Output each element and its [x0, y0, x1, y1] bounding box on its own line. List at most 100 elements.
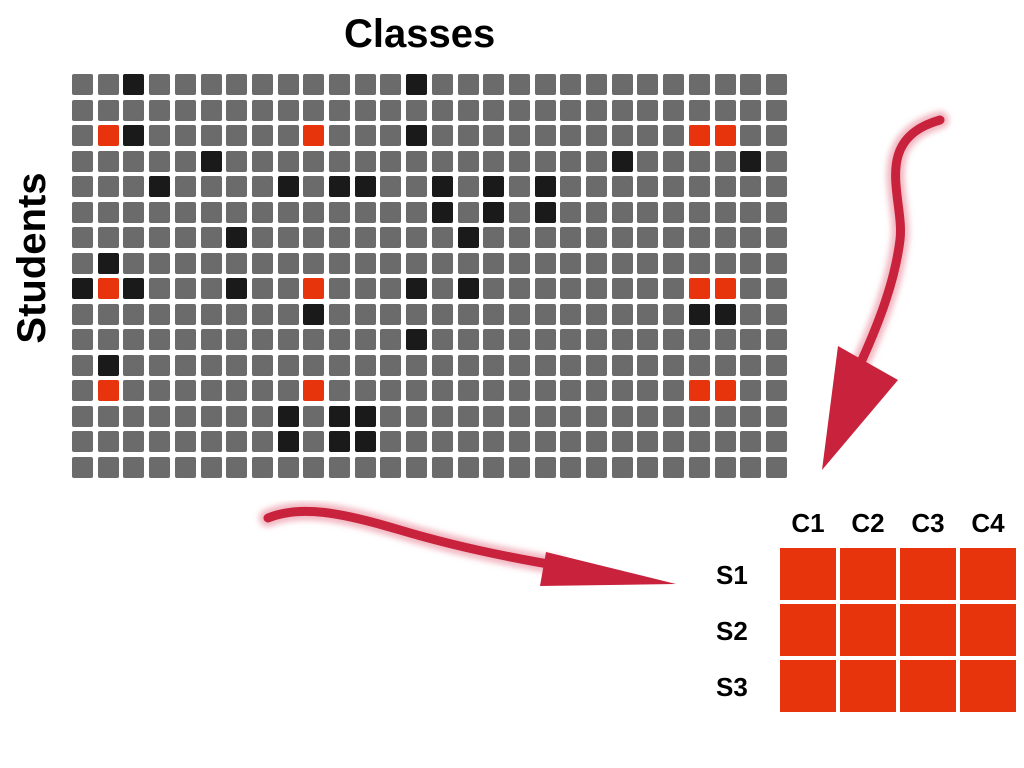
grid-cell-empty [689, 457, 710, 478]
grid-cell-empty [715, 74, 736, 95]
grid-cell-empty [303, 431, 324, 452]
grid-cell-empty [740, 253, 761, 274]
grid-cell-empty [715, 100, 736, 121]
grid-cell-black [406, 278, 427, 299]
grid-cell-empty [458, 457, 479, 478]
grid-cell-empty [637, 329, 658, 350]
grid-cell-empty [123, 151, 144, 172]
grid-cell-empty [149, 329, 170, 350]
grid-cell-empty [303, 176, 324, 197]
grid-cell-empty [98, 74, 119, 95]
grid-cell-empty [278, 227, 299, 248]
grid-cell-empty [663, 176, 684, 197]
grid-cell-empty [406, 100, 427, 121]
grid-cell-empty [175, 406, 196, 427]
grid-cell-empty [612, 227, 633, 248]
grid-cell-empty [98, 304, 119, 325]
matrix-column-label: C3 [911, 508, 945, 538]
grid-cell-red [715, 278, 736, 299]
grid-cell-empty [766, 329, 787, 350]
grid-cell-empty [766, 431, 787, 452]
matrix-row-label: S2 [716, 616, 748, 646]
grid-cell-empty [123, 355, 144, 376]
grid-cell-empty [303, 253, 324, 274]
grid-cell-empty [123, 176, 144, 197]
grid-cell-empty [201, 457, 222, 478]
grid-cell-empty [586, 431, 607, 452]
grid-cell-empty [72, 74, 93, 95]
grid-cell-empty [663, 125, 684, 146]
grid-cell-empty [278, 100, 299, 121]
grid-cell-black [123, 74, 144, 95]
grid-cell-empty [612, 380, 633, 401]
grid-cell-empty [123, 227, 144, 248]
grid-cell-empty [766, 202, 787, 223]
grid-cell-empty [252, 380, 273, 401]
grid-cell-empty [458, 355, 479, 376]
grid-cell-empty [380, 304, 401, 325]
grid-cell-empty [586, 304, 607, 325]
grid-cell-black [715, 304, 736, 325]
grid-cell-empty [72, 406, 93, 427]
grid-cell-red [715, 125, 736, 146]
grid-cell-empty [278, 125, 299, 146]
grid-cell-empty [637, 74, 658, 95]
grid-cell-empty [432, 380, 453, 401]
grid-cell-empty [252, 74, 273, 95]
grid-cell-empty [715, 176, 736, 197]
grid-cell-empty [560, 202, 581, 223]
grid-cell-empty [689, 406, 710, 427]
grid-cell-empty [355, 227, 376, 248]
student-class-grid [72, 74, 791, 483]
grid-cell-empty [766, 380, 787, 401]
grid-cell-empty [380, 125, 401, 146]
grid-cell-empty [535, 431, 556, 452]
grid-cell-empty [509, 278, 530, 299]
grid-cell-empty [380, 176, 401, 197]
grid-cell-empty [458, 253, 479, 274]
grid-cell-empty [535, 329, 556, 350]
grid-cell-empty [483, 125, 504, 146]
grid-cell-empty [149, 125, 170, 146]
grid-cell-empty [123, 406, 144, 427]
grid-cell-empty [72, 125, 93, 146]
grid-cell-empty [149, 202, 170, 223]
grid-cell-empty [226, 100, 247, 121]
grid-cell-empty [560, 176, 581, 197]
grid-cell-empty [72, 304, 93, 325]
grid-cell-empty [278, 380, 299, 401]
grid-cell-empty [175, 253, 196, 274]
grid-cell-empty [380, 380, 401, 401]
grid-cell-empty [303, 227, 324, 248]
grid-cell-empty [226, 355, 247, 376]
grid-cell-black [329, 406, 350, 427]
grid-cell-red [98, 278, 119, 299]
grid-cell-empty [72, 457, 93, 478]
grid-cell-empty [252, 100, 273, 121]
grid-cell-red [689, 380, 710, 401]
grid-cell-empty [586, 278, 607, 299]
grid-cell-empty [175, 176, 196, 197]
grid-cell-empty [406, 380, 427, 401]
grid-cell-empty [380, 253, 401, 274]
grid-cell-empty [98, 151, 119, 172]
grid-cell-empty [740, 202, 761, 223]
grid-cell-empty [380, 227, 401, 248]
grid-cell-empty [252, 227, 273, 248]
grid-cell-black [458, 227, 479, 248]
grid-cell-empty [98, 176, 119, 197]
grid-cell-empty [278, 355, 299, 376]
matrix-cell [900, 548, 956, 600]
grid-cell-empty [432, 151, 453, 172]
grid-cell-empty [586, 329, 607, 350]
grid-cell-empty [123, 304, 144, 325]
grid-cell-empty [740, 125, 761, 146]
grid-cell-empty [560, 406, 581, 427]
grid-cell-empty [586, 227, 607, 248]
grid-cell-black [355, 431, 376, 452]
grid-cell-empty [663, 406, 684, 427]
grid-cell-empty [72, 100, 93, 121]
grid-cell-black [355, 406, 376, 427]
grid-cell-empty [458, 329, 479, 350]
